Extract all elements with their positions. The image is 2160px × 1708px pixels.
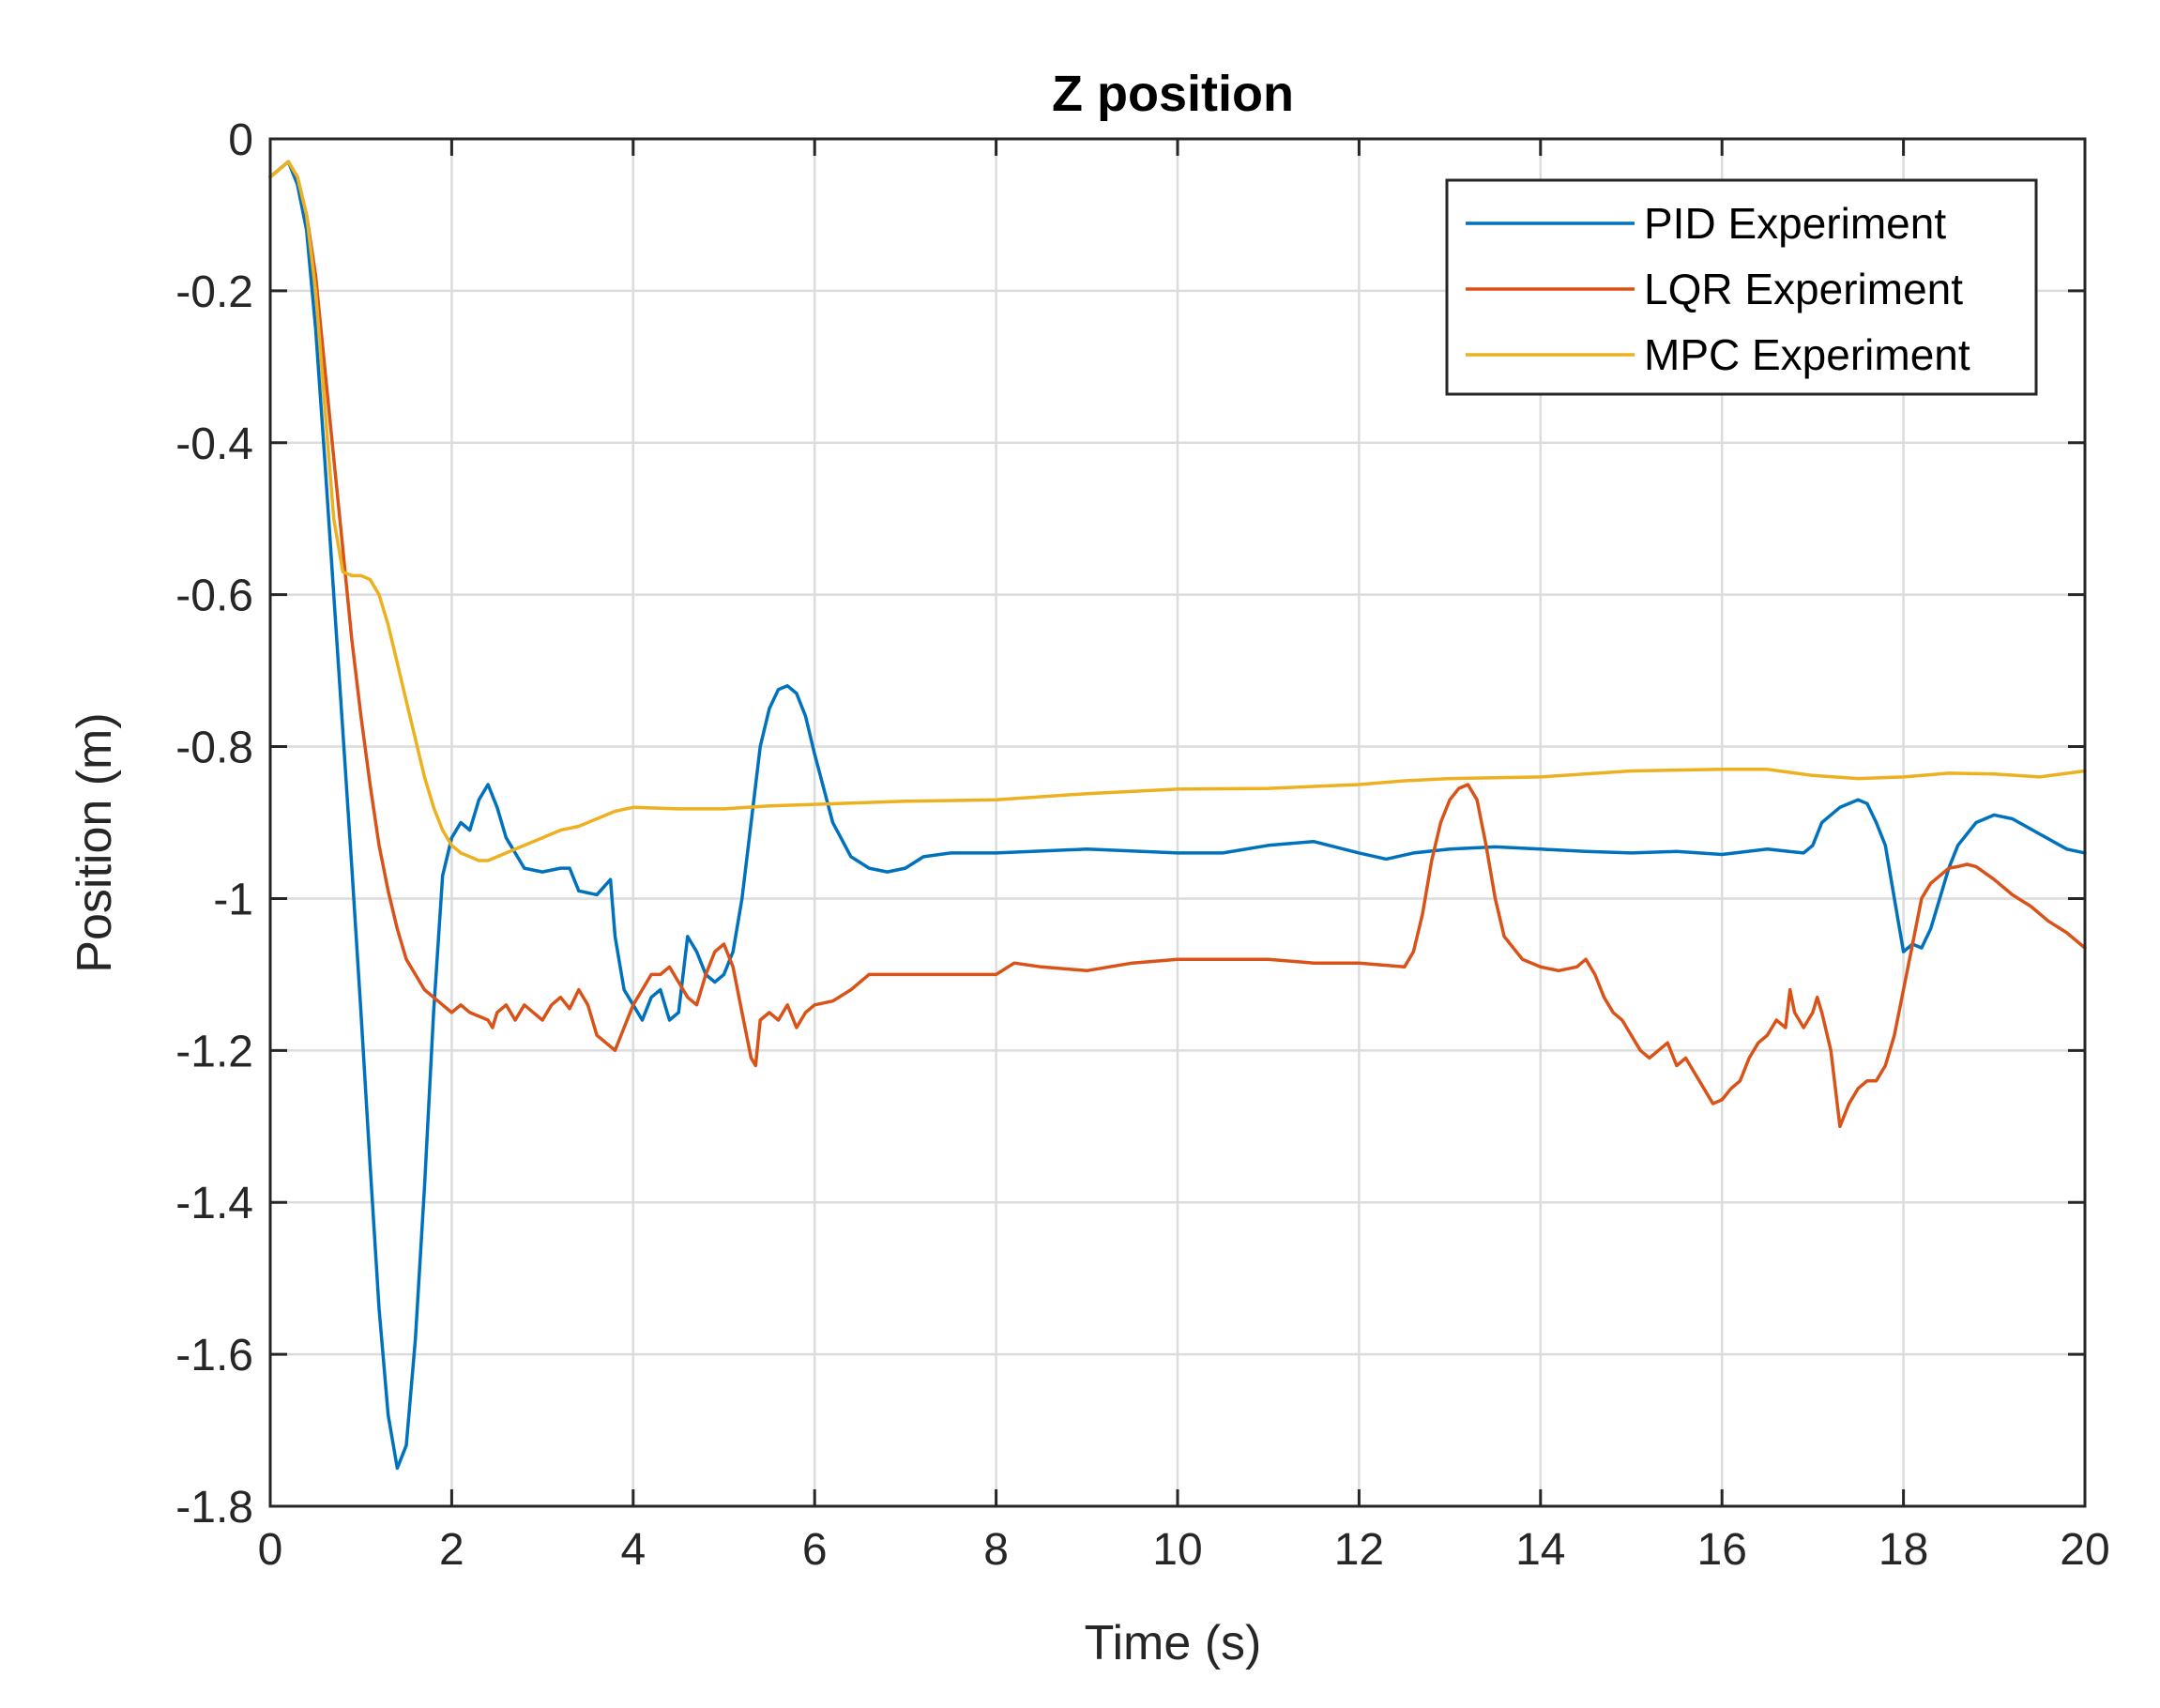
- x-tick-label: 16: [1697, 1525, 1747, 1575]
- y-tick-label: -1: [213, 875, 253, 924]
- legend-label-lqr: LQR Experiment: [1644, 265, 1963, 313]
- legend-label-pid: PID Experiment: [1644, 199, 1946, 248]
- y-tick-label: -1.2: [175, 1027, 253, 1076]
- x-axis-label: Time (s): [1085, 1616, 1262, 1670]
- y-tick-label: 0: [228, 115, 253, 165]
- x-tick-label: 6: [802, 1525, 828, 1575]
- y-tick-label: -1.4: [175, 1179, 253, 1228]
- legend: PID Experiment LQR Experiment MPC Experi…: [1445, 178, 2038, 396]
- y-axis-label: Position (m): [68, 712, 122, 972]
- y-tick-label: -0.8: [175, 724, 253, 773]
- x-tick-label: 4: [620, 1525, 646, 1575]
- y-tick-labels: 0 -0.2 -0.4 -0.6 -0.8 -1 -1.2 -1.4 -1.6 -1.8: [175, 115, 253, 1533]
- x-tick-label: 10: [1152, 1525, 1202, 1575]
- y-tick-label: -1.6: [175, 1331, 253, 1380]
- legend-label-mpc: MPC Experiment: [1644, 330, 1970, 379]
- series-line-pid: [268, 160, 2087, 1471]
- chart-title: Z position: [1052, 66, 1294, 122]
- x-tick-label: 2: [439, 1525, 464, 1575]
- series-line-mpc: [268, 160, 2087, 862]
- y-tick-label: -1.8: [175, 1483, 253, 1533]
- series-lines: [268, 160, 2087, 1471]
- axis-ticks: [268, 137, 2087, 1508]
- x-tick-label: 20: [2060, 1525, 2109, 1575]
- series-line-lqr: [268, 160, 2087, 1129]
- y-tick-label: -0.6: [175, 572, 253, 621]
- legend-box: [1445, 178, 2038, 396]
- y-tick-label: -0.4: [175, 419, 253, 469]
- x-tick-label: 0: [258, 1525, 283, 1575]
- x-tick-label: 14: [1515, 1525, 1565, 1575]
- x-tick-label: 12: [1334, 1525, 1384, 1575]
- y-tick-label: -0.2: [175, 267, 253, 317]
- x-tick-labels: 0 2 4 6 8 10 12 14 16 18 20: [258, 1525, 2110, 1575]
- x-tick-label: 8: [983, 1525, 1009, 1575]
- x-tick-label: 18: [1879, 1525, 1928, 1575]
